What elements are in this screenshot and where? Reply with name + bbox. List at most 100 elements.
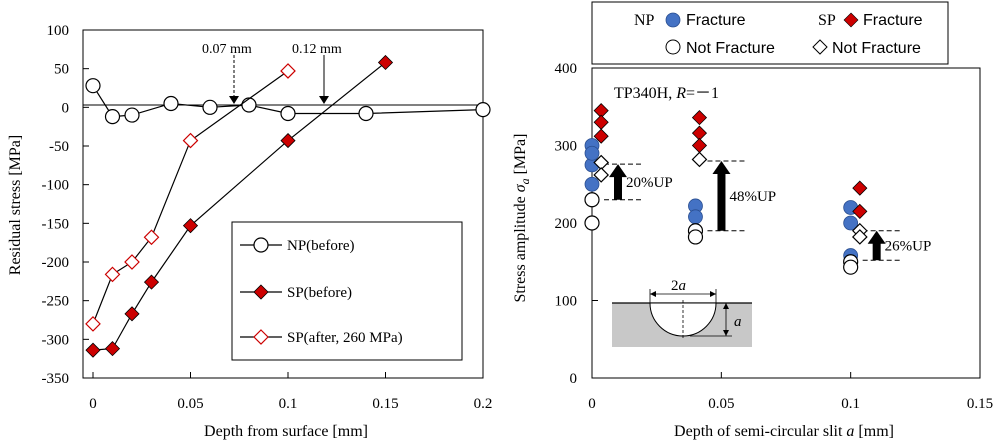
left-series-1-point xyxy=(85,342,101,358)
slit-inset: 2a a xyxy=(612,278,752,347)
right-y-tick-label: 0 xyxy=(570,371,578,387)
legend-np-fracture-label: Fracture xyxy=(686,12,746,29)
material-condition-label: TP340H, R=－1 xyxy=(614,85,719,102)
legend-sp-fracture-label: Fracture xyxy=(863,12,923,29)
right-series-3-point xyxy=(851,229,868,245)
left-x-tick-label: 0.15 xyxy=(372,396,398,412)
left-series-0-point xyxy=(124,107,140,123)
legend-sp-before-marker xyxy=(253,284,269,300)
right-y-tick-label: 400 xyxy=(555,61,578,77)
right-series-2-point xyxy=(852,203,868,219)
left-series-0-point xyxy=(163,95,179,112)
right-x-label-text: Depth of semi-circular slit xyxy=(674,423,846,440)
left-x-tick-label: 0 xyxy=(89,396,97,412)
right-x-tick-label: 0.05 xyxy=(708,396,734,412)
left-y-tick-label: -200 xyxy=(42,255,70,271)
left-x-tick-label: 0.2 xyxy=(474,396,493,412)
annot-0.07mm-label: 0.07 mm xyxy=(202,42,252,57)
left-y-tick-label: -50 xyxy=(49,139,69,155)
right-y-label-text: Stress amplitude xyxy=(512,192,529,302)
right-series-3-point xyxy=(593,167,610,183)
left-series-2-point xyxy=(124,254,140,270)
left-y-tick-label: -100 xyxy=(42,178,70,194)
right-series-0-point xyxy=(843,215,859,231)
left-series-0-point xyxy=(280,105,296,122)
inset-width-label: 2a xyxy=(671,278,686,294)
right-series-2-point xyxy=(691,110,708,126)
left-y-tick-label: 100 xyxy=(47,23,70,39)
left-series-2-point xyxy=(280,63,296,79)
legend-np-fracture-marker xyxy=(665,12,681,28)
right-series-0-point xyxy=(688,209,703,225)
left-series-0-point xyxy=(85,78,101,94)
left-series-0-point xyxy=(358,105,374,122)
left-series-2-point xyxy=(85,316,101,332)
inset-depth-label: a xyxy=(734,314,742,330)
left-x-axis-label: Depth from surface [mm] xyxy=(204,423,368,440)
right-legend-box xyxy=(591,1,949,65)
legend-sp-fracture-marker xyxy=(843,12,859,28)
right-series-3-point xyxy=(691,151,708,168)
left-legend: NP(before) SP(before) SP(after, 260 MPa) xyxy=(231,221,463,361)
left-y-tick-label: -300 xyxy=(42,332,70,348)
inset-width-arrow-left xyxy=(650,291,656,297)
right-y-tick-label: 300 xyxy=(555,139,578,155)
left-series-2-point xyxy=(143,229,160,246)
right-series-2-point xyxy=(852,180,868,196)
right-x-tick-label: 0.15 xyxy=(967,396,993,412)
right-x-label-unit: [mm] xyxy=(854,423,894,440)
legend-sp-before-label: SP(before) xyxy=(287,285,352,301)
legend-np-label: NP(before) xyxy=(287,238,354,254)
right-x-axis-label: Depth of semi-circular slit a [mm] xyxy=(674,423,894,440)
right-series-1-point xyxy=(687,229,704,245)
legend-np-notfracture-marker xyxy=(665,39,681,55)
legend-np-notfracture-label: Not Fracture xyxy=(686,40,775,57)
right-x-tick-label: 0 xyxy=(588,396,596,412)
annot-0.12mm-label: 0.12 mm xyxy=(292,42,342,57)
annot-arrow-shaft-2 xyxy=(872,242,881,261)
annot-label-0: 20%UP xyxy=(626,175,673,191)
legend-np-marker xyxy=(253,237,269,253)
stress-amplitude-chart: NP Fracture SP Fracture Not Fracture Not… xyxy=(512,1,993,440)
right-y-label-sigma: σ xyxy=(512,183,529,192)
left-series-0-point xyxy=(241,97,257,113)
legend-sp-after-marker xyxy=(253,329,269,345)
left-series-0-point xyxy=(104,109,121,125)
right-series-1-point xyxy=(584,215,600,231)
left-series-1-point xyxy=(280,133,296,149)
legend-sp-after-label: SP(after, 260 MPa) xyxy=(287,330,403,346)
legend-sp-prefix: SP xyxy=(818,12,836,29)
left-series-1-point xyxy=(143,274,160,290)
left-series-line-2 xyxy=(92,70,289,325)
residual-stress-chart: 100 50 0 -50 -100 -150 -200 -250 -300 -350 0 0.05 0… xyxy=(7,23,492,440)
right-series-2-point xyxy=(593,114,609,130)
right-y-axis-label: Stress amplitude σa [MPa] xyxy=(512,134,532,303)
left-y-tick-label: -150 xyxy=(42,216,70,232)
annot-arrow-head-1 xyxy=(712,161,731,174)
annot-0.12mm-arrowhead xyxy=(319,96,329,104)
annot-arrow-shaft-1 xyxy=(717,173,726,231)
left-x-tick-label: 0.1 xyxy=(279,396,298,412)
left-y-axis-label: Residual stress [MPa] xyxy=(7,135,24,275)
left-series-0-point xyxy=(202,99,218,115)
annot-arrow-shaft-0 xyxy=(614,176,622,200)
right-y-label-unit: [MPa] xyxy=(512,134,529,179)
left-y-tick-label: 50 xyxy=(54,62,69,78)
left-series-1-point xyxy=(124,306,140,322)
left-plot-frame xyxy=(82,29,484,379)
annot-arrow-head-0 xyxy=(609,164,627,178)
right-y-tick-label: 100 xyxy=(555,294,578,310)
inset-width-arrow-right xyxy=(710,291,716,297)
annot-label-2: 26%UP xyxy=(885,238,932,254)
left-series-2-point xyxy=(182,132,199,149)
left-y-tick-label: -250 xyxy=(42,294,70,310)
inset-depth-arrow-bottom xyxy=(723,330,729,336)
left-series-2-point xyxy=(104,266,121,283)
right-series-2-point xyxy=(593,128,609,144)
annot-0.07mm-arrowhead xyxy=(229,96,239,104)
left-y-tick-label: -350 xyxy=(42,371,70,387)
annot-label-1: 48%UP xyxy=(729,189,776,205)
left-series-1-point xyxy=(182,218,199,234)
right-series-1-point xyxy=(584,192,600,208)
inset-slit xyxy=(649,302,717,337)
